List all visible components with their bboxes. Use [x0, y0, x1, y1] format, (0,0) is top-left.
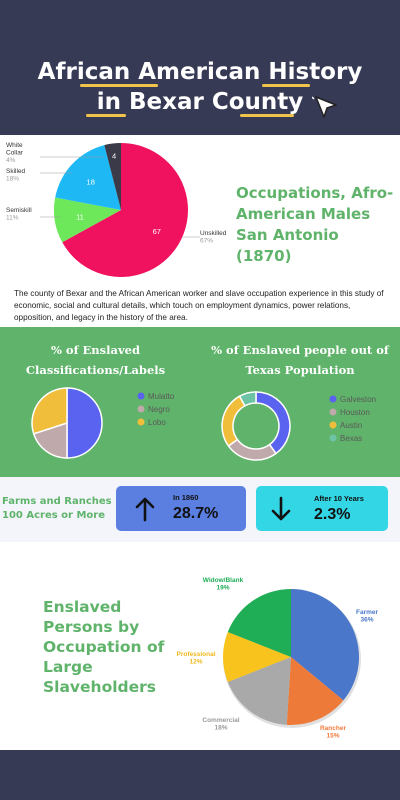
- category-label: Skilled 18%: [6, 168, 26, 182]
- pie-slice-austin: [221, 395, 246, 448]
- pie-slice-bexas: [238, 391, 257, 407]
- category-label: Farmer 36%: [356, 609, 379, 623]
- occupations-pie-chart: 67 11 18 4 Unskilled 67% Semiskill 11% Skilled 18…: [6, 142, 227, 277]
- pie-slice-commercial: [227, 657, 291, 725]
- slice-value-label: 11: [76, 212, 84, 221]
- legend-label: Galveston: [340, 395, 376, 404]
- cursor-arrow-icon: [312, 95, 337, 118]
- pie-slice-white-collar: [104, 143, 121, 210]
- legend-label: Mulatto: [148, 392, 175, 401]
- category-label: Widow/Blank 19%: [203, 577, 244, 591]
- legend-dot: [329, 395, 337, 403]
- legend-label: Negro: [148, 405, 170, 414]
- pie-slice-rancher: [286, 657, 344, 725]
- pie-slice-professional: [223, 631, 291, 683]
- legend-dot: [137, 392, 145, 400]
- title-underline: [262, 84, 310, 87]
- arrow-up-icon: [135, 497, 155, 522]
- legend-label: Houston: [340, 408, 370, 417]
- pie-slice-houston: [227, 438, 278, 461]
- header: African American History in Bexar County: [0, 0, 400, 135]
- classifications-title: % of Enslaved Classifications/Labels: [25, 343, 166, 377]
- pie-slice-mulatto: [66, 387, 103, 459]
- legend-label: Lobo: [148, 418, 166, 427]
- category-label: Professional 12%: [176, 651, 215, 665]
- arrow-down-icon: [271, 496, 291, 521]
- enslaved-section: % of Enslaved Classifications/Labels Mul…: [0, 327, 400, 477]
- stat-card-label: After 10 Years: [314, 494, 364, 503]
- stat-card-after-10-years: After 10 Years 2.3%: [256, 486, 388, 531]
- footer: [0, 750, 400, 800]
- category-label: Rancher 15%: [320, 725, 346, 739]
- pie-slice-lobo: [31, 387, 68, 435]
- pie-slice-galveston: [255, 391, 291, 455]
- large-slaveholders-title: Enslaved Persons by Occupation of Large …: [43, 598, 165, 696]
- pie-slice-farmer: [291, 589, 359, 701]
- slice-value-label: 4: [112, 151, 116, 160]
- legend-dot: [329, 434, 337, 442]
- pie-slice-unskilled: [62, 143, 189, 277]
- stat-card-value: 28.7%: [173, 505, 219, 522]
- slice-value-label: 67: [153, 227, 161, 236]
- page-title-line2: in Bexar County: [96, 89, 304, 115]
- stat-card-label: In 1860: [173, 493, 199, 502]
- legend-dot: [137, 405, 145, 413]
- pie-slice-semiskill: [54, 197, 121, 243]
- title-underline: [86, 114, 126, 117]
- texas-population-title: % of Enslaved people out of Texas Popula…: [211, 343, 389, 377]
- occupations-title: Occupations, Afro-American Males San Ant…: [236, 184, 394, 265]
- occupations-section: 67 11 18 4 Unskilled 67% Semiskill 11% Skilled 18…: [0, 135, 400, 327]
- occupations-description: The county of Bexar and the African Amer…: [14, 289, 384, 322]
- title-underline: [80, 84, 158, 87]
- stat-card-value: 2.3%: [314, 506, 351, 523]
- pie-slice-skilled: [55, 145, 121, 210]
- classifications-pie-chart: Mulatto Negro Lobo: [31, 387, 175, 459]
- category-label: Commercial 18%: [202, 717, 239, 731]
- farms-label: Farms and Ranches 100 Acres or More: [2, 496, 112, 521]
- title-underline: [240, 114, 294, 117]
- slaveholders-pie-chart: Farmer 36% Rancher 15% Commercial 18% Professi…: [176, 577, 379, 739]
- legend-dot: [329, 408, 337, 416]
- legend-label: Bexas: [340, 434, 362, 443]
- page-title-line1: African American History: [37, 59, 363, 85]
- legend-dot: [329, 421, 337, 429]
- legend-dot: [137, 418, 145, 426]
- stat-card-1860: In 1860 28.7%: [116, 486, 246, 531]
- category-label: Semiskill 11%: [6, 207, 32, 221]
- pie-slice-widow-blank: [227, 589, 291, 657]
- slice-value-label: 18: [87, 178, 95, 187]
- legend-label: Austin: [340, 421, 362, 430]
- texas-population-donut-chart: Galveston Houston Austin Bexas: [221, 391, 376, 461]
- farms-section: Farms and Ranches 100 Acres or More In 1…: [0, 477, 400, 542]
- category-label: Unskilled 67%: [200, 230, 227, 244]
- large-slaveholders-section: Enslaved Persons by Occupation of Large …: [0, 542, 400, 750]
- category-label: White Collar 4%: [6, 142, 24, 164]
